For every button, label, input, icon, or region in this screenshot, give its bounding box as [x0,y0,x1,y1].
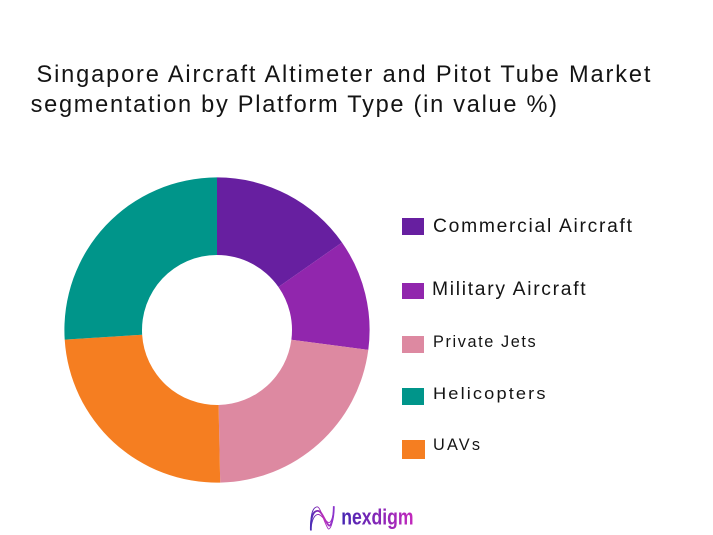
svg-text:nexdigm: nexdigm [341,506,413,530]
